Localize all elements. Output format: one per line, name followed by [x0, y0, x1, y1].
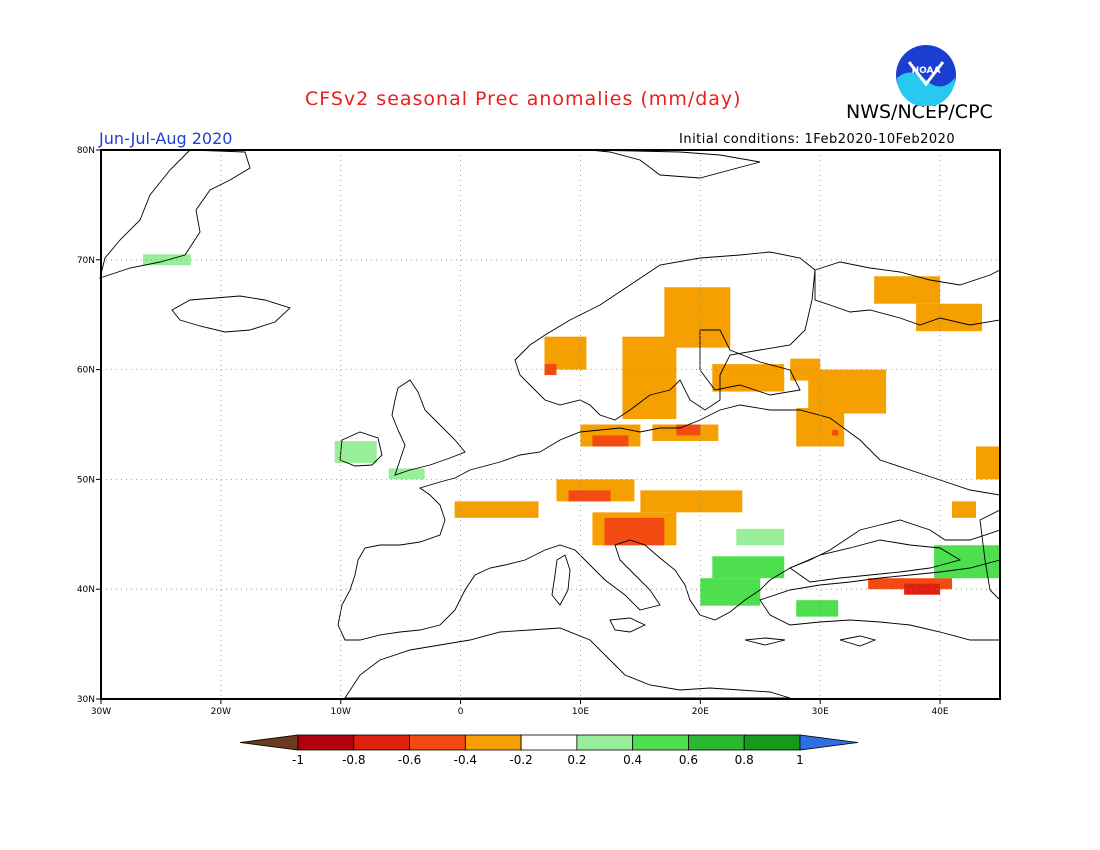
lon-tick-label: 20E: [692, 707, 709, 717]
anomaly-cell-30: [700, 578, 761, 606]
season-label: Jun-Jul-Aug 2020: [99, 129, 233, 148]
colorbar-high-arrow: [799, 734, 859, 751]
anomaly-cell-26: [334, 440, 377, 463]
lon-tick-label: 10E: [572, 707, 589, 717]
agency-label: NWS/NCEP/CPC: [846, 101, 993, 123]
anomaly-cell-23: [904, 583, 941, 595]
colorbar-low-arrow: [239, 734, 299, 751]
crete: [744, 637, 786, 646]
lat-tick-label: 70N: [77, 256, 95, 266]
colorbar-label: -0.2: [509, 753, 532, 767]
anomaly-cell-10: [874, 276, 941, 304]
axis-labels: 30W 20W 10W 0 10E 20E 30E 40E 30N 40N 50N 60N 70N 80N: [77, 146, 949, 717]
map-title: CFSv2 seasonal Prec anomalies (mm/day): [305, 88, 742, 110]
iceland-coast: [171, 295, 291, 333]
colorbar-segment: [464, 734, 522, 751]
initial-conditions-label: Initial conditions: 1Feb2020-10Feb2020: [679, 132, 956, 147]
map-frame: [100, 149, 1001, 700]
anomaly-cell-31: [796, 600, 839, 617]
svalbard-coast: [589, 149, 761, 179]
anomaly-cell-7: [808, 369, 887, 414]
colorbar-label: 0.8: [735, 753, 754, 767]
corsica-sardinia: [551, 554, 571, 606]
cyprus: [839, 635, 877, 647]
lon-tick-label: 40E: [931, 707, 948, 717]
anomaly-cell-15: [676, 424, 701, 436]
sicily: [609, 617, 647, 633]
anomaly-cell-25: [976, 446, 1000, 480]
colorbar-segment: [576, 734, 634, 751]
colorbar-segment: [688, 734, 745, 751]
colorbar-label: 0.4: [623, 753, 642, 767]
anomaly-cell-28: [736, 528, 785, 546]
anomaly-cell-11: [916, 303, 983, 332]
colorbar-segment: [520, 734, 578, 751]
anomaly-cell-19: [640, 490, 743, 513]
anomaly-cell-21: [604, 517, 665, 546]
colorbar-label: 0.2: [567, 753, 586, 767]
colorbar-segment: [409, 734, 466, 751]
anomaly-cell-22: [868, 578, 953, 590]
noaa-logo: NOAA: [896, 45, 956, 106]
lat-tick-label: 50N: [77, 475, 95, 485]
colorbar-segment: [297, 734, 355, 751]
anomaly-cell-13: [592, 435, 629, 447]
lon-tick-label: 10W: [331, 707, 351, 717]
great-britain-coast: [391, 379, 466, 476]
anomaly-cell-17: [568, 490, 611, 502]
lat-tick-label: 80N: [77, 146, 95, 156]
north-africa-coast: [344, 627, 791, 699]
lat-tick-label: 40N: [77, 585, 95, 595]
russia-north-coast: [814, 261, 1001, 326]
lat-tick-label: 60N: [77, 366, 95, 376]
colorbar-label: -0.6: [398, 753, 421, 767]
logo-text: NOAA: [912, 66, 941, 76]
colorbar-segment: [632, 734, 689, 751]
colorbar-label: -1: [292, 753, 304, 767]
europe-mainland-coast: [337, 404, 1001, 641]
ireland-coast: [339, 431, 383, 467]
anomaly-cell-5: [712, 364, 785, 392]
colorbar-segment: [353, 734, 410, 751]
colorbar-segment: [743, 734, 801, 751]
anomaly-cell-29: [712, 556, 785, 579]
anomaly-cell-18: [454, 501, 539, 518]
lat-lon-grid: [101, 150, 1000, 699]
anomaly-cell-27: [388, 468, 425, 480]
lat-tick-label: 30N: [77, 695, 95, 705]
colorbar-label: -0.8: [342, 753, 365, 767]
finland-coast: [699, 329, 801, 396]
anomaly-cell-24: [952, 501, 977, 518]
lon-tick-label: 30W: [91, 707, 111, 717]
colorbar-label: -0.4: [454, 753, 477, 767]
anomaly-cell-4: [544, 364, 557, 376]
anomaly-cell-2: [622, 336, 677, 420]
lon-tick-label: 0: [458, 707, 464, 717]
greenland-coast: [99, 149, 251, 279]
anomaly-cell-9: [832, 429, 839, 436]
lon-tick-label: 20W: [211, 707, 231, 717]
caspian-coast: [979, 509, 1001, 602]
scandinavia-coast: [514, 251, 816, 421]
colorbar: -1 -0.8 -0.6 -0.4 -0.2 0.2 0.4 0.6 0.8 1: [239, 734, 859, 767]
colorbar-label: 0.6: [679, 753, 698, 767]
lon-tick-label: 30E: [812, 707, 829, 717]
black-sea-coast: [789, 539, 962, 583]
colorbar-label: 1: [796, 753, 804, 767]
coastlines: [99, 149, 1001, 699]
